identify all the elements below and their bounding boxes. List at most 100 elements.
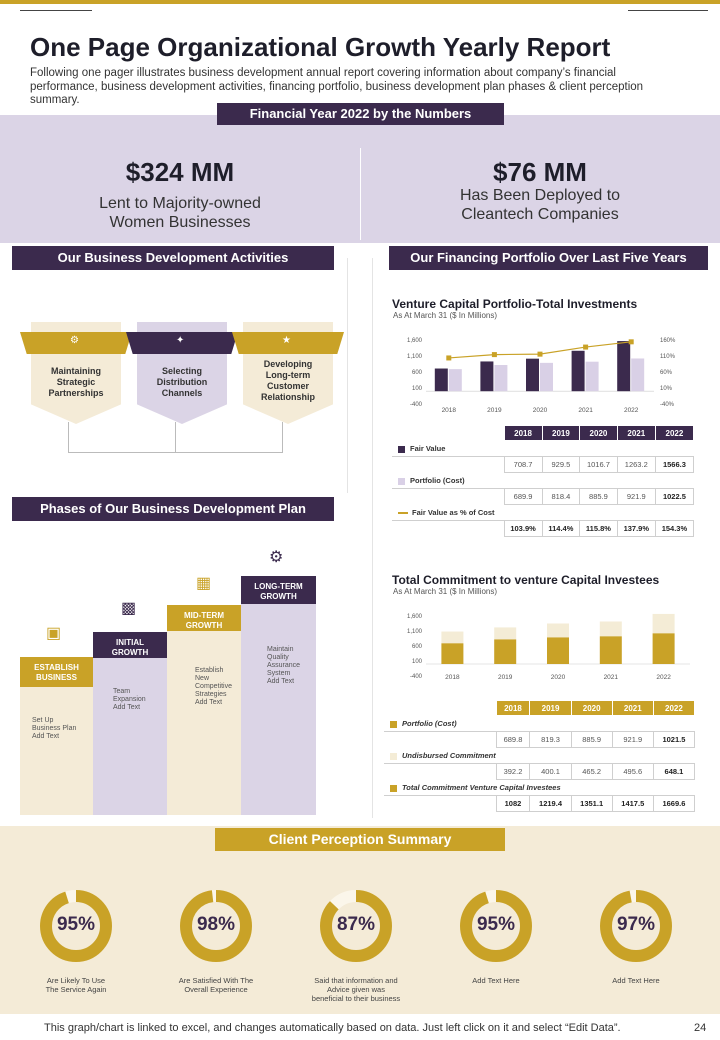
donut-value: 95%	[476, 914, 516, 935]
table-year-header: 2022	[652, 700, 696, 716]
donut-arc	[320, 890, 392, 962]
numbers-divider	[360, 148, 361, 240]
financing-frame-line	[372, 258, 373, 818]
line-point	[583, 344, 589, 350]
x-tick-label: 2022	[624, 407, 639, 412]
table-legend-row: Undisbursed Commitment	[384, 747, 695, 764]
donut-arc	[600, 890, 672, 962]
bar-chart-icon: ▩	[121, 600, 137, 617]
chart2-subtitle: As At March 31 ($ In Millions)	[393, 587, 498, 596]
donut-chart: 97%	[598, 888, 674, 964]
bar-portfolio-cost	[448, 369, 462, 392]
presentation-icon: ▦	[196, 575, 212, 592]
chart1-title: Venture Capital Portfolio-Total Investme…	[392, 297, 638, 311]
donut-value: 98%	[196, 914, 236, 935]
phase-head-1: ESTABLISH BUSINESS	[20, 657, 93, 687]
left-desc-line-2: Women Businesses	[109, 214, 251, 231]
y-tick-label: 1,600	[407, 338, 423, 344]
phase-body-2: Team Expansion Add Text	[93, 658, 167, 815]
donut-arc	[460, 890, 532, 962]
table-row: 1082 1219.4 1351.1 1417.5 1669.6	[384, 795, 696, 812]
table-cell: 689.9	[503, 488, 543, 505]
table-legend-row: Portfolio (Cost)	[384, 715, 695, 732]
phase-head-4: LONG-TERM GROWTH	[241, 576, 316, 604]
legend-swatch	[398, 445, 405, 453]
handshake-icon: ⚙	[70, 335, 79, 346]
donut-svg	[460, 890, 532, 962]
table-year-header: 2018	[495, 700, 531, 716]
donut-value: 95%	[56, 914, 96, 935]
donut-caption: Said that information and Advice given wa…	[311, 976, 401, 1003]
activities-diagram: ⚙ Maintaining Strategic Partnerships ✦ S…	[20, 322, 344, 462]
donut-arc	[40, 890, 112, 962]
legend-label: Total Commitment Venture Capital Investe…	[402, 783, 561, 792]
donut-value: 97%	[616, 914, 656, 935]
phase-body-4: Maintain Quality Assurance System Add Te…	[241, 604, 316, 815]
donut-caption: Add Text Here	[612, 976, 660, 985]
bar-fair-value	[434, 368, 448, 392]
y-tick-label: -400	[410, 402, 423, 408]
y-tick-label: -400	[410, 674, 423, 680]
legend-swatch	[398, 512, 408, 515]
bar-portfolio-cost	[631, 358, 645, 392]
bar-undisbursed	[494, 627, 517, 640]
chart2-svg: 1,600 1,100 600 100 -400 2018 2019 2020 2021 2022	[407, 613, 690, 681]
table-cell: 1669.6	[652, 795, 696, 812]
donut-chart: 95%	[38, 888, 114, 964]
table-cell: 392.2	[495, 763, 531, 780]
table-year-header: 2019	[541, 425, 581, 441]
donut-svg	[180, 890, 252, 962]
table-row: 392.2 400.1 465.2 495.6 648.1	[384, 763, 696, 780]
legend-label: Undisbursed Commitment	[402, 751, 496, 760]
legend-label: Fair Value	[410, 444, 446, 453]
table-cell: 1022.5	[654, 488, 695, 505]
footer-note: This graph/chart is linked to excel, and…	[44, 1022, 621, 1034]
activities-heading: Our Business Development Activities	[12, 246, 334, 270]
right-desc-line-2: Cleantech Companies	[461, 206, 619, 223]
page-title: One Page Organizational Growth Yearly Re…	[30, 32, 611, 62]
page-number: 24	[694, 1022, 707, 1034]
legend-label: Portfolio (Cost)	[410, 476, 465, 485]
table-cell: 1082	[495, 795, 531, 812]
donut-arc	[180, 890, 252, 962]
y-tick-label: 1,600	[407, 614, 423, 620]
bar-portfolio-cost	[540, 362, 553, 392]
donut-caption: Are Likely To Use The Service Again	[45, 976, 107, 994]
client-band	[0, 826, 720, 1014]
bar-fair-value	[526, 358, 539, 392]
bar-undisbursed	[441, 631, 464, 644]
bar-portfolio-cost	[652, 633, 675, 664]
bar-undisbursed	[599, 621, 622, 637]
y2-tick-label: 160%	[660, 338, 676, 344]
gear-icon: ⚙	[269, 549, 284, 566]
numbers-heading: Financial Year 2022 by the Numbers	[217, 103, 504, 125]
donut-value: 87%	[336, 914, 376, 935]
chart2-table: 2018 2019 2020 2021 2022 Portfolio (Cost) 689.…	[384, 700, 696, 812]
donut-chart: 98%	[178, 888, 254, 964]
phase-body-1: Set Up Business Plan Add Text	[20, 687, 93, 815]
bar-portfolio-cost	[441, 643, 464, 664]
table-header-row: 2018 2019 2020 2021 2022	[384, 700, 696, 716]
phase-head-3: MID-TERM GROWTH	[167, 605, 241, 631]
table-year-header: 2021	[611, 700, 654, 716]
x-tick-label: 2021	[604, 674, 619, 681]
bar-portfolio-cost	[547, 637, 569, 664]
chart1-table: 2018 2019 2020 2021 2022 Fair Value 708.7 929.5…	[392, 425, 695, 537]
y-tick-label: 100	[412, 386, 423, 392]
activity-banner-3	[232, 332, 344, 354]
left-number-desc: Lent to Majority-owned Women Businesses	[40, 194, 320, 232]
activity-text-3: Developing Long-term Customer Relationsh…	[243, 354, 333, 424]
client-heading: Client Perception Summary	[215, 828, 505, 851]
bar-undisbursed	[547, 623, 569, 638]
table-row: 689.8 819.3 885.9 921.9 1021.5	[384, 731, 696, 748]
legend-swatch	[390, 784, 397, 792]
table-row: 708.7 929.5 1016.7 1263.2 1566.3	[392, 456, 695, 473]
y2-tick-label: 10%	[660, 386, 673, 392]
table-year-header: 2022	[654, 425, 695, 441]
x-tick-label: 2019	[487, 407, 502, 412]
donut-chart: 87%	[318, 888, 394, 964]
top-accent-bar	[0, 0, 720, 4]
x-tick-label: 2018	[445, 674, 460, 681]
activity-banner-1	[20, 332, 132, 354]
legend-label: Fair Value as % of Cost	[412, 508, 495, 517]
